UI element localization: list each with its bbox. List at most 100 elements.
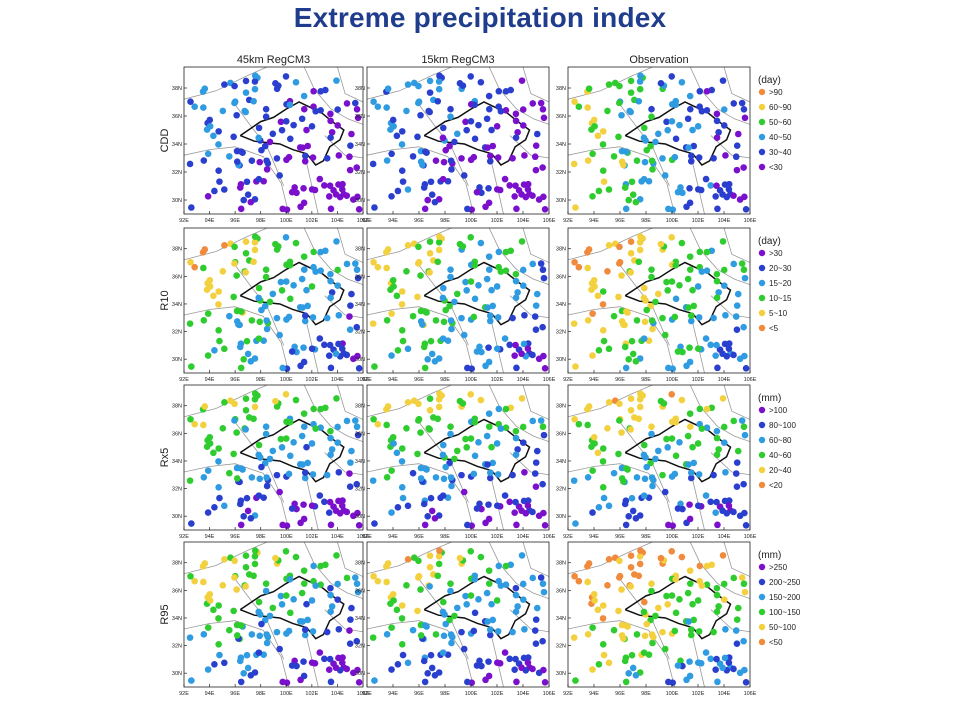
- station-dot: [279, 364, 286, 372]
- legend-label: <5: [769, 324, 779, 333]
- station-dot: [343, 260, 351, 268]
- y-tick-label: 36N: [172, 431, 182, 437]
- boundary-line: [522, 542, 549, 577]
- station-dot: [733, 640, 741, 648]
- station-dot: [463, 126, 470, 134]
- station-dot: [346, 313, 353, 320]
- station-dot: [398, 615, 406, 622]
- station-dot: [266, 455, 274, 463]
- y-tick-label: 38N: [556, 247, 566, 253]
- panel-frame: [183, 66, 364, 215]
- station-dot: [278, 126, 286, 134]
- station-dot: [694, 597, 702, 604]
- station-dot: [346, 153, 353, 161]
- panel-cdd-2: 92E 94E 96E 98E 100E 102E 104E 106E30N32N34N36N…: [556, 66, 757, 224]
- x-tick-label: 102E: [491, 377, 504, 383]
- x-tick-label: 104E: [517, 691, 530, 697]
- station-dot: [301, 626, 309, 634]
- station-dot: [262, 580, 270, 587]
- x-tick-label: 100E: [465, 534, 478, 540]
- x-tick-label: 106E: [543, 218, 556, 224]
- station-dot: [333, 238, 340, 245]
- station-dot: [687, 631, 695, 639]
- station-dot: [710, 154, 717, 162]
- station-dot: [388, 150, 395, 158]
- x-tick-label: 94E: [205, 534, 215, 540]
- station-dot: [399, 178, 407, 185]
- station-dot: [451, 455, 458, 463]
- station-dot: [659, 471, 666, 479]
- panel-r10-1: 92E 94E 96E 98E 100E 102E 104E 106E30N32N34N36N…: [355, 227, 556, 383]
- station-dot: [713, 270, 721, 278]
- x-tick-label: 94E: [205, 218, 215, 224]
- station-dot: [654, 290, 662, 298]
- station-dot: [426, 77, 434, 85]
- station-dot: [501, 649, 509, 656]
- x-tick-label: 102E: [305, 534, 318, 540]
- station-dot: [221, 345, 228, 353]
- station-dot: [393, 292, 401, 300]
- station-dot: [672, 575, 680, 583]
- x-tick-label: 98E: [641, 534, 651, 540]
- station-dot: [409, 312, 417, 320]
- station-dot: [511, 509, 518, 516]
- station-dot: [657, 397, 665, 405]
- station-dot: [570, 160, 578, 168]
- station-dot: [506, 655, 513, 663]
- station-dot: [427, 337, 435, 345]
- station-dot: [600, 494, 608, 502]
- x-tick-label: 102E: [491, 218, 504, 224]
- station-dot: [571, 258, 578, 266]
- x-tick-label: 96E: [414, 377, 424, 383]
- station-dot: [263, 317, 270, 324]
- station-dot: [238, 308, 245, 315]
- station-dot: [668, 73, 676, 80]
- station-dot: [640, 134, 648, 142]
- station-dot: [532, 616, 540, 623]
- legend-swatch: [758, 133, 766, 141]
- station-dot: [627, 249, 635, 257]
- x-tick-label: 98E: [440, 534, 450, 540]
- boundary-line: [490, 317, 504, 373]
- panel-r10-0: 92E 94E 96E 98E 100E 102E 104E 106E30N32N34N36N…: [172, 227, 370, 383]
- station-dot: [200, 578, 207, 586]
- station-dot: [439, 492, 447, 499]
- station-dot: [215, 128, 222, 135]
- station-dot: [529, 100, 537, 107]
- legend-label: 40~50: [769, 133, 792, 142]
- station-dot: [485, 344, 492, 351]
- boundary-line: [303, 542, 363, 599]
- station-dot: [684, 115, 692, 123]
- station-dot: [483, 432, 491, 440]
- station-dot: [524, 345, 532, 352]
- station-dot: [398, 301, 406, 308]
- station-dot: [686, 658, 693, 665]
- station-dot: [221, 502, 228, 510]
- station-dot: [355, 679, 363, 686]
- station-dot: [533, 447, 541, 455]
- x-tick-label: 92E: [563, 691, 573, 697]
- station-dot: [247, 514, 255, 522]
- x-tick-label: 98E: [641, 218, 651, 224]
- station-dot: [502, 562, 510, 570]
- y-tick-label: 32N: [172, 644, 182, 650]
- station-dot: [518, 191, 525, 198]
- panel-cdd-0: 92E 94E 96E 98E 100E 102E 104E 106E30N32N34N36N…: [172, 66, 370, 224]
- station-dot: [420, 184, 428, 191]
- x-tick-label: 98E: [256, 377, 266, 383]
- station-dot: [354, 114, 362, 122]
- boundary-line: [367, 620, 474, 687]
- station-dot: [520, 181, 528, 188]
- station-dot: [428, 664, 436, 672]
- y-tick-label: 34N: [556, 459, 566, 465]
- station-dot: [524, 659, 532, 666]
- station-dot: [672, 452, 680, 460]
- station-dot: [471, 135, 479, 143]
- station-dot: [354, 588, 362, 596]
- boundary-line: [303, 228, 363, 285]
- boundary-line: [305, 631, 319, 687]
- station-dot: [477, 78, 485, 86]
- station-dot: [428, 191, 436, 198]
- station-dot: [518, 350, 525, 358]
- station-dot: [290, 439, 297, 446]
